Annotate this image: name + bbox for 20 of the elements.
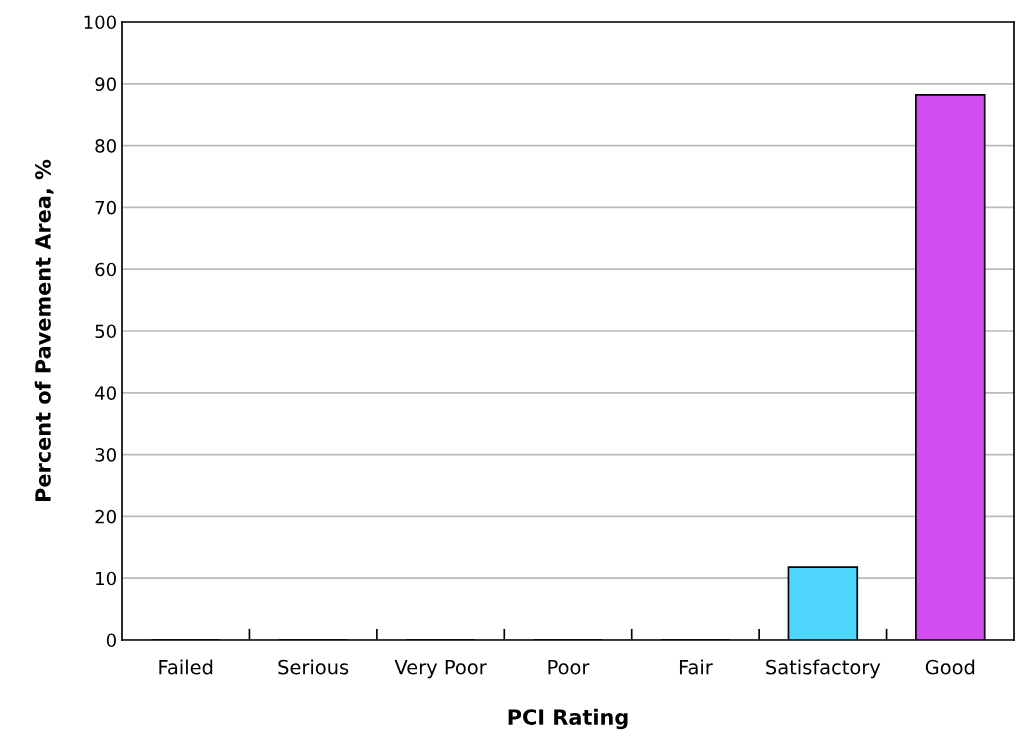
y-tick-label: 90: [95, 77, 116, 91]
x-tick-label: Failed: [159, 659, 213, 675]
x-tick-label: Fair: [679, 659, 713, 675]
x-axis-title: PCI Rating: [508, 708, 628, 730]
y-tick-label: 30: [95, 448, 116, 462]
y-tick-label: 0: [106, 633, 116, 648]
y-tick-label: 80: [95, 139, 116, 153]
x-tick-label: Satisfactory: [766, 659, 881, 679]
y-axis-title: Percent of Pavement Area, %: [34, 159, 54, 501]
y-tick-label: 20: [95, 509, 116, 524]
x-tick-label: Good: [925, 659, 975, 675]
y-tick-label: 40: [95, 386, 116, 400]
y-tick-label: 70: [95, 200, 116, 215]
x-tick-label: Very Poor: [394, 660, 487, 679]
y-tick-label: 100: [84, 15, 116, 30]
y-tick-label: 60: [95, 262, 116, 277]
y-tick-label: 50: [95, 324, 116, 339]
y-tick-label: 10: [96, 571, 116, 586]
x-tick-label: Poor: [548, 660, 590, 675]
x-tick-label: Serious: [278, 659, 349, 675]
